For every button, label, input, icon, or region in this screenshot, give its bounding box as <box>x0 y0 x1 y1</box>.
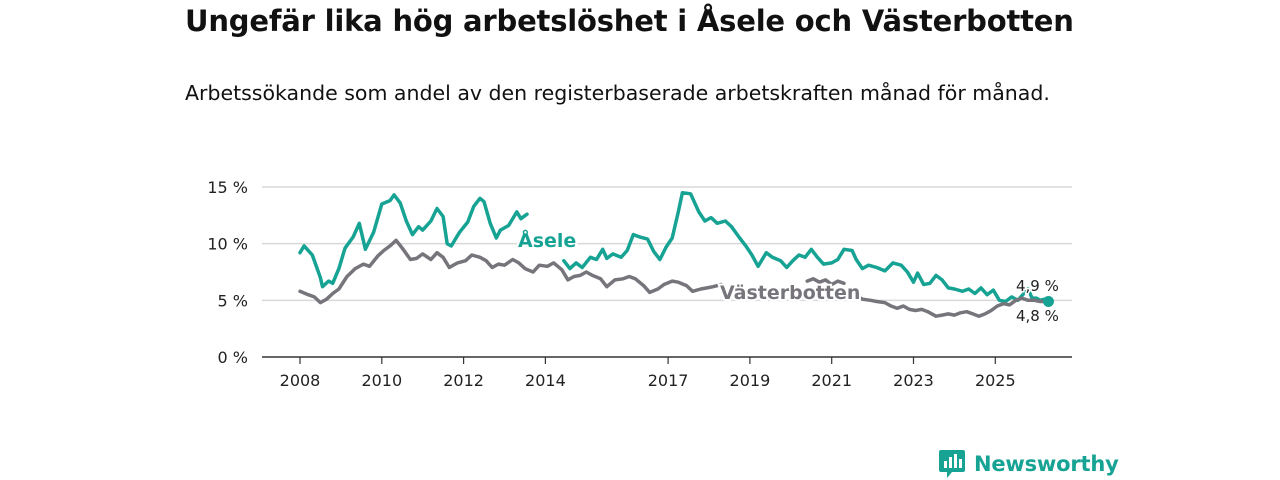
x-tick-label: 2023 <box>893 371 934 390</box>
x-tick-label: 2012 <box>443 371 484 390</box>
vasterbotten-line <box>298 238 1051 318</box>
y-tick-label: 10 % <box>207 235 248 254</box>
asele-end-label: 4,9 % <box>1016 277 1059 295</box>
x-tick-label: 2014 <box>525 371 566 390</box>
x-axis-ticks: 2008 2010 2012 2014 2017 2019 2021 2023 2025 <box>280 357 1016 390</box>
chart-subtitle: Arbetssökande som andel av den registerb… <box>185 81 1050 105</box>
x-tick-label: 2025 <box>975 371 1016 390</box>
vasterbotten-series-label: Västerbotten <box>720 282 860 304</box>
newsworthy-logo-icon <box>939 450 965 478</box>
y-axis-ticks: 0 % 5 % 10 % 15 % <box>207 178 248 367</box>
brand-name: Newsworthy <box>974 452 1119 476</box>
asele-line <box>298 190 1051 304</box>
y-tick-label: 0 % <box>218 348 248 367</box>
x-tick-label: 2021 <box>811 371 852 390</box>
gridlines <box>262 186 1072 358</box>
vasterbotten-end-label: 4,8 % <box>1016 307 1059 325</box>
x-tick-label: 2019 <box>730 371 771 390</box>
asele-series-label: Åsele <box>518 228 576 252</box>
series-labels: Åsele Västerbotten 4,9 % 4,8 % <box>516 226 1060 327</box>
y-tick-label: 5 % <box>218 291 248 310</box>
chart-title: Ungefär lika hög arbetslöshet i Åsele oc… <box>185 4 1074 38</box>
brand-logo: Newsworthy <box>938 449 1119 479</box>
x-tick-label: 2008 <box>280 371 321 390</box>
asele-end-marker <box>1042 295 1054 307</box>
series-lines <box>298 190 1054 318</box>
x-tick-label: 2017 <box>648 371 689 390</box>
y-tick-label: 15 % <box>207 178 248 197</box>
x-tick-label: 2010 <box>361 371 402 390</box>
